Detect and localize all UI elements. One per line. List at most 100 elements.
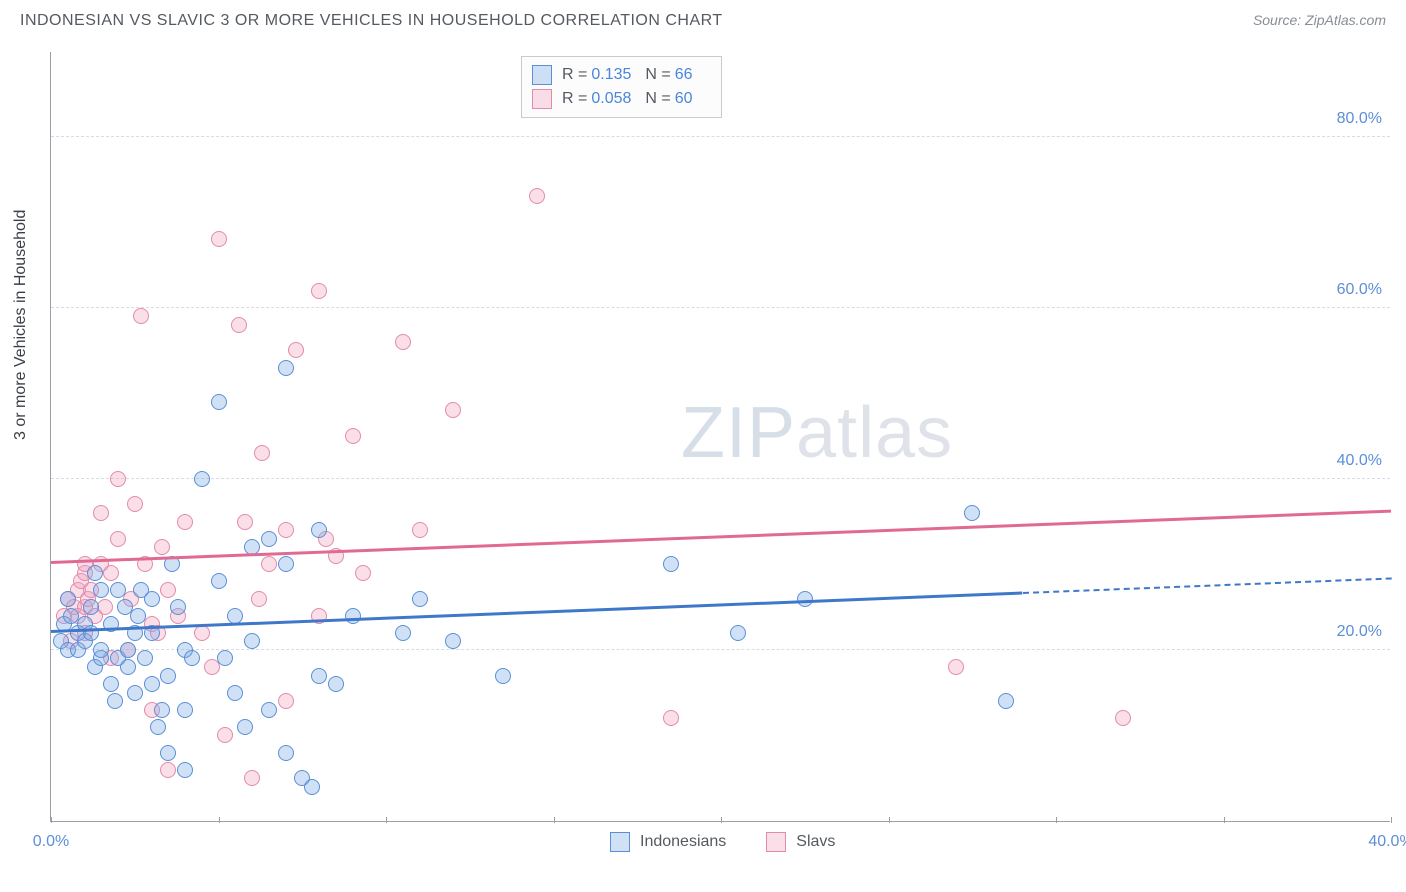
data-point <box>160 582 176 598</box>
correlation-legend: R =0.135N =66 R =0.058N =60 <box>521 56 722 118</box>
data-point <box>345 428 361 444</box>
data-point <box>107 693 123 709</box>
data-point <box>87 565 103 581</box>
data-point <box>103 676 119 692</box>
data-point <box>797 591 813 607</box>
x-tick-label: 40.0% <box>1368 833 1406 851</box>
source-label: Source: ZipAtlas.com <box>1253 12 1386 30</box>
data-point <box>495 668 511 684</box>
data-point <box>110 582 126 598</box>
x-tick-label: 0.0% <box>33 833 69 851</box>
data-point <box>311 668 327 684</box>
data-point <box>412 591 428 607</box>
x-tick <box>554 817 555 823</box>
data-point <box>120 642 136 658</box>
data-point <box>144 591 160 607</box>
y-tick-label: 60.0% <box>1337 281 1382 299</box>
data-point <box>194 471 210 487</box>
data-point <box>328 676 344 692</box>
data-point <box>445 402 461 418</box>
data-point <box>412 522 428 538</box>
watermark: ZIPatlas <box>681 392 953 474</box>
x-tick <box>889 817 890 823</box>
gridline <box>51 478 1390 479</box>
data-point <box>261 556 277 572</box>
data-point <box>227 608 243 624</box>
data-point <box>998 693 1014 709</box>
legend-item-indonesians: Indonesians <box>610 832 726 852</box>
data-point <box>355 565 371 581</box>
data-point <box>130 608 146 624</box>
data-point <box>160 668 176 684</box>
trend-line <box>1022 578 1391 595</box>
data-point <box>211 231 227 247</box>
data-point <box>231 317 247 333</box>
data-point <box>177 762 193 778</box>
data-point <box>60 591 76 607</box>
swatch-slavs <box>532 89 552 109</box>
data-point <box>304 779 320 795</box>
y-tick-label: 80.0% <box>1337 110 1382 128</box>
chart-area: ZIPatlas R =0.135N =66 R =0.058N =60 20.… <box>50 52 1390 822</box>
x-tick <box>386 817 387 823</box>
data-point <box>261 702 277 718</box>
data-point <box>184 650 200 666</box>
swatch-icon <box>766 832 786 852</box>
trend-line <box>51 591 1023 632</box>
legend-row-slavs: R =0.058N =60 <box>532 87 707 111</box>
series-legend: Indonesians Slavs <box>610 832 835 852</box>
data-point <box>964 505 980 521</box>
data-point <box>127 685 143 701</box>
data-point <box>177 702 193 718</box>
legend-row-indonesians: R =0.135N =66 <box>532 63 707 87</box>
data-point <box>83 599 99 615</box>
legend-item-slavs: Slavs <box>766 832 835 852</box>
data-point <box>144 676 160 692</box>
data-point <box>150 719 166 735</box>
swatch-indonesians <box>532 65 552 85</box>
x-tick <box>721 817 722 823</box>
data-point <box>730 625 746 641</box>
data-point <box>948 659 964 675</box>
data-point <box>254 445 270 461</box>
data-point <box>663 710 679 726</box>
data-point <box>278 745 294 761</box>
data-point <box>278 360 294 376</box>
data-point <box>137 650 153 666</box>
data-point <box>93 582 109 598</box>
data-point <box>93 642 109 658</box>
data-point <box>170 599 186 615</box>
plot-region: ZIPatlas R =0.135N =66 R =0.058N =60 20.… <box>50 52 1390 822</box>
data-point <box>288 342 304 358</box>
y-axis-title: 3 or more Vehicles in Household <box>12 210 30 440</box>
x-tick <box>1056 817 1057 823</box>
data-point <box>127 496 143 512</box>
data-point <box>278 556 294 572</box>
data-point <box>217 650 233 666</box>
data-point <box>395 625 411 641</box>
data-point <box>237 719 253 735</box>
x-tick <box>219 817 220 823</box>
y-tick-label: 40.0% <box>1337 452 1382 470</box>
data-point <box>110 531 126 547</box>
data-point <box>395 334 411 350</box>
data-point <box>160 762 176 778</box>
swatch-icon <box>610 832 630 852</box>
data-point <box>133 308 149 324</box>
data-point <box>103 565 119 581</box>
data-point <box>177 514 193 530</box>
data-point <box>311 522 327 538</box>
data-point <box>217 727 233 743</box>
data-point <box>529 188 545 204</box>
data-point <box>211 394 227 410</box>
source-link[interactable]: ZipAtlas.com <box>1305 12 1386 28</box>
gridline <box>51 136 1390 137</box>
chart-title: INDONESIAN VS SLAVIC 3 OR MORE VEHICLES … <box>20 12 723 30</box>
data-point <box>237 514 253 530</box>
data-point <box>227 685 243 701</box>
y-tick-label: 20.0% <box>1337 623 1382 641</box>
x-tick <box>1391 817 1392 823</box>
gridline <box>51 307 1390 308</box>
data-point <box>120 659 136 675</box>
data-point <box>244 770 260 786</box>
